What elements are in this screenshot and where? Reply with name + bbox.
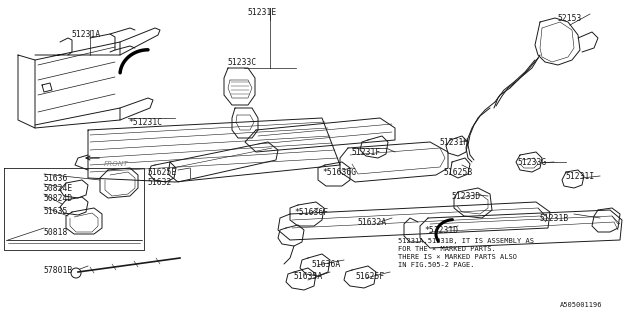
Text: 51635A: 51635A — [294, 272, 323, 281]
Text: 51231A: 51231A — [72, 30, 101, 39]
Text: FRONT: FRONT — [104, 161, 129, 167]
Text: 52153: 52153 — [558, 14, 582, 23]
Text: 51231F: 51231F — [352, 148, 381, 157]
Text: 51636A: 51636A — [312, 260, 341, 269]
Text: 51625E: 51625E — [148, 168, 177, 177]
Text: 51636: 51636 — [44, 174, 68, 183]
Text: 51231E: 51231E — [248, 8, 277, 17]
Text: *51636F: *51636F — [294, 208, 328, 217]
Text: *51636G: *51636G — [322, 168, 356, 177]
Text: 50824E: 50824E — [44, 184, 73, 193]
Text: 51233D: 51233D — [452, 192, 481, 201]
Text: 51231H: 51231H — [440, 138, 469, 147]
Text: A505001196: A505001196 — [560, 302, 602, 308]
Text: 51231B: 51231B — [540, 214, 569, 223]
Text: *51231C: *51231C — [128, 118, 162, 127]
Text: 51625F: 51625F — [356, 272, 385, 281]
Text: 51231I: 51231I — [566, 172, 595, 181]
Text: 50818: 50818 — [44, 228, 68, 237]
Text: 50824D: 50824D — [44, 194, 73, 203]
Text: 57801B: 57801B — [44, 266, 73, 275]
Text: 51625B: 51625B — [443, 168, 472, 177]
Text: 51632A: 51632A — [358, 218, 387, 227]
Text: 51231A,51231B, IT IS ASSEMBLY AS
FOR THE × MARKED PARTS.
THERE IS × MARKED PARTS: 51231A,51231B, IT IS ASSEMBLY AS FOR THE… — [398, 238, 534, 268]
Text: 51233C: 51233C — [228, 58, 257, 67]
Text: *51231D: *51231D — [424, 226, 458, 235]
Text: 51233G: 51233G — [518, 158, 547, 167]
Text: 51635: 51635 — [44, 207, 68, 216]
Text: 51632: 51632 — [148, 178, 172, 187]
